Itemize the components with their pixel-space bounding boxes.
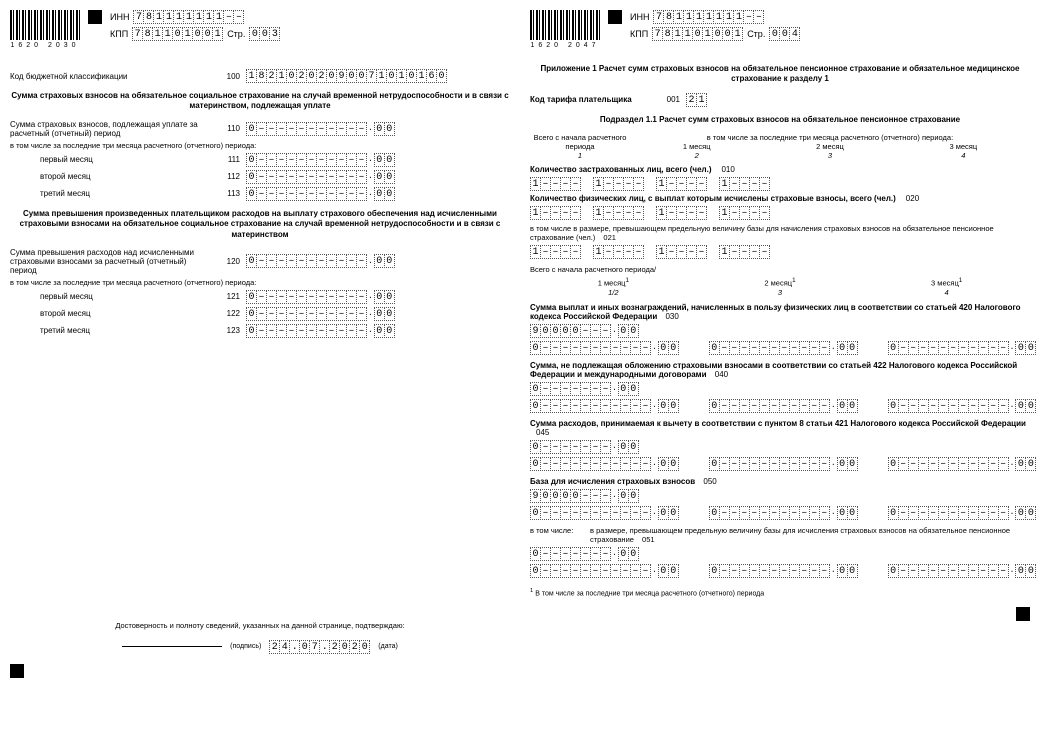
- r045-label: Сумма расходов, принимаемая к вычету в с…: [530, 419, 1026, 428]
- r050-label: База для исчисления страховых взносов: [530, 477, 695, 486]
- appendix-title: Приложение 1 Расчет сумм страховых взнос…: [530, 64, 1030, 85]
- kpp-label: КПП: [110, 29, 128, 39]
- header-left: 1620 2030 ИНН 781111111–– КПП 781101001 …: [10, 10, 510, 49]
- m1-label: первый месяц: [40, 155, 210, 164]
- section-title-2: Сумма превышения произведенных плательщи…: [10, 209, 510, 240]
- marker-square: [88, 10, 102, 24]
- page-right: 1620 2047 ИНН 781111111–– КПП 781101001 …: [530, 10, 1030, 678]
- r021-label: в том числе в размере, превышающем преде…: [530, 224, 994, 242]
- tariff-label: Код тарифа плательщика: [530, 95, 650, 104]
- r020-label: Количество физических лиц, с выплат кото…: [530, 194, 896, 203]
- kbk-code: 100: [210, 72, 240, 81]
- page-left: 1620 2030 ИНН 781111111–– КПП 781101001 …: [10, 10, 510, 678]
- marker-square: [1016, 607, 1030, 621]
- inn-label: ИНН: [110, 12, 129, 22]
- r040-label: Сумма, не подлежащая обложению страховым…: [530, 361, 1017, 379]
- kbk-label: Код бюджетной классификации: [10, 72, 210, 81]
- m2-label: второй месяц: [40, 172, 210, 181]
- header-right: 1620 2047 ИНН 781111111–– КПП 781101001 …: [530, 10, 1030, 49]
- section-title-1: Сумма страховых взносов на обязательное …: [10, 91, 510, 112]
- r010-label: Количество застрахованных лиц, всего (че…: [530, 165, 711, 174]
- barcode-right: 1620 2047: [530, 10, 600, 49]
- sub-note-1: в том числе за последние три месяца расч…: [10, 141, 510, 150]
- confirm-text: Достоверность и полноту сведений, указан…: [10, 621, 510, 630]
- signature-line: [122, 646, 222, 647]
- marker-square: [10, 664, 24, 678]
- r110-code: 110: [210, 124, 240, 133]
- barcode-left: 1620 2030: [10, 10, 80, 49]
- str-label: Стр.: [227, 29, 245, 39]
- sub-note-2: в том числе за последние три месяца расч…: [10, 278, 510, 287]
- footer-left: Достоверность и полноту сведений, указан…: [10, 621, 510, 678]
- subsection-title: Подраздел 1.1 Расчет сумм страховых взно…: [530, 115, 1030, 125]
- footnote: 1 В том числе за последние три месяца ра…: [530, 588, 1030, 597]
- marker-square: [608, 10, 622, 24]
- r030-label: Сумма выплат и иных вознаграждений, начи…: [530, 303, 1021, 321]
- r120-label: Сумма превышения расходов над исчисленны…: [10, 248, 210, 275]
- m3-label: третий месяц: [40, 189, 210, 198]
- r110-label: Сумма страховых взносов, подлежащая упла…: [10, 120, 210, 138]
